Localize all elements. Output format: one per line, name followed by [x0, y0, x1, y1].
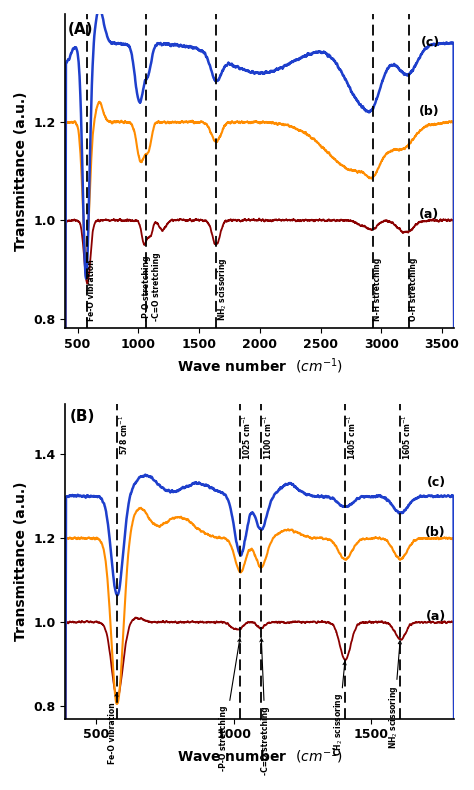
- Text: (B): (B): [70, 408, 95, 423]
- Text: (a): (a): [426, 610, 446, 623]
- Text: 1025 cm$^{-1}$: 1025 cm$^{-1}$: [240, 415, 253, 461]
- Text: (c): (c): [420, 36, 439, 49]
- Text: NH$_2$ scissoring: NH$_2$ scissoring: [387, 641, 401, 749]
- Text: (a): (a): [419, 208, 439, 221]
- Text: N-H stretching: N-H stretching: [373, 258, 382, 321]
- Text: -P-O stretching
-C=O stretching: -P-O stretching -C=O stretching: [142, 252, 161, 321]
- Text: 1100 cm$^{-1}$: 1100 cm$^{-1}$: [261, 415, 273, 461]
- X-axis label: Wave number  $(cm^{-1})$: Wave number $(cm^{-1})$: [177, 747, 343, 766]
- Text: 578 cm$^{-1}$: 578 cm$^{-1}$: [117, 415, 130, 454]
- X-axis label: Wave number  $(cm^{-1})$: Wave number $(cm^{-1})$: [177, 356, 343, 376]
- Text: (b): (b): [425, 526, 446, 539]
- Text: (A): (A): [68, 21, 93, 36]
- Y-axis label: Transmittance (a.u.): Transmittance (a.u.): [14, 482, 28, 641]
- Text: CH$_2$ scissoring: CH$_2$ scissoring: [332, 662, 346, 756]
- Text: 1405 cm$^{-1}$: 1405 cm$^{-1}$: [345, 415, 358, 461]
- Y-axis label: Transmittance (a.u.): Transmittance (a.u.): [14, 92, 28, 251]
- Text: (c): (c): [427, 476, 446, 489]
- Text: NH$_2$ scissoring: NH$_2$ scissoring: [216, 258, 229, 321]
- Text: O-H stretching: O-H stretching: [409, 258, 418, 321]
- Text: -P-O stretching: -P-O stretching: [219, 638, 241, 772]
- Text: Fe-O vibration: Fe-O vibration: [87, 259, 96, 321]
- Text: 1605 cm$^{-1}$: 1605 cm$^{-1}$: [401, 415, 413, 461]
- Text: (b): (b): [419, 104, 439, 118]
- Text: -C=O stretching: -C=O stretching: [260, 638, 270, 774]
- Text: Fe-O vibration: Fe-O vibration: [108, 693, 118, 763]
